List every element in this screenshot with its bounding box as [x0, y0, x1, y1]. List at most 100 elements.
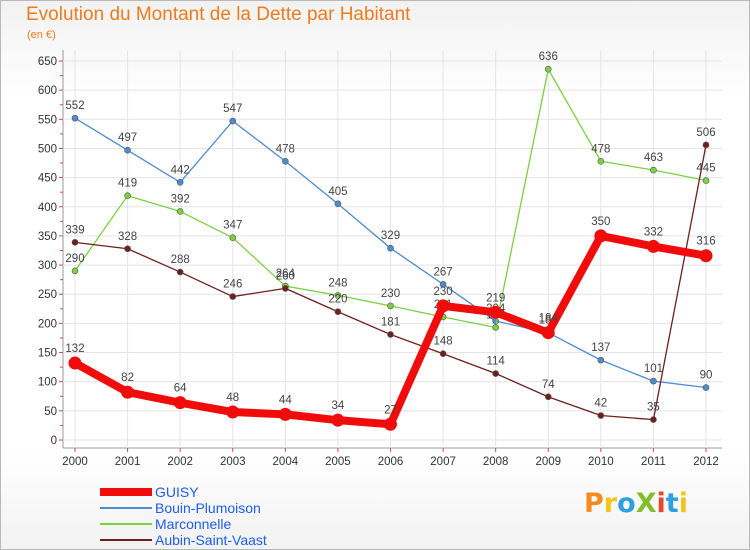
- data-label-guisy: 132: [65, 343, 84, 355]
- data-label-marconnelle: 463: [644, 152, 663, 164]
- data-point-guisy: [489, 305, 503, 319]
- data-point-guisy: [699, 249, 713, 263]
- x-tick-label: 2000: [62, 456, 88, 468]
- data-point-guisy: [436, 299, 450, 313]
- data-label-aubin-saint-vaast: 35: [647, 402, 660, 414]
- data-point-marconnelle: [334, 292, 342, 299]
- data-label-guisy: 27: [384, 404, 397, 416]
- data-point-marconnelle: [597, 157, 605, 165]
- legend-swatch: [100, 488, 152, 496]
- y-tick-label: 200: [38, 318, 57, 330]
- data-label-bouin-plumoison: 497: [118, 132, 137, 144]
- data-point-marconnelle: [71, 267, 79, 275]
- legend-item: Bouin-Plumoison: [100, 500, 320, 516]
- data-point-aubin-saint-vaast: [282, 285, 289, 292]
- data-point-aubin-saint-vaast: [387, 331, 394, 338]
- data-point-bouin-plumoison: [229, 117, 237, 125]
- data-point-aubin-saint-vaast: [71, 239, 79, 246]
- legend-label: Marconnelle: [155, 516, 232, 532]
- legend-item: Aubin-Saint-Vaast: [100, 532, 320, 548]
- legend-item: Marconnelle: [100, 516, 320, 532]
- data-point-aubin-saint-vaast: [439, 350, 447, 358]
- y-tick-label: 0: [51, 435, 57, 447]
- data-point-guisy: [331, 413, 345, 427]
- data-point-marconnelle: [124, 192, 131, 199]
- legend-item: GUISY: [100, 484, 320, 500]
- logo-letter: X: [635, 488, 657, 519]
- y-tick-label: 100: [38, 377, 57, 389]
- data-label-guisy: 44: [279, 394, 292, 406]
- data-label-marconnelle: 248: [328, 277, 347, 289]
- y-tick-label: 150: [38, 348, 57, 360]
- x-tick-label: 2011: [641, 456, 666, 468]
- data-point-marconnelle: [492, 324, 499, 331]
- x-tick-label: 2009: [535, 456, 561, 468]
- data-label-marconnelle: 264: [276, 268, 296, 280]
- x-tick-label: 2005: [325, 456, 351, 468]
- data-label-bouin-plumoison: 101: [644, 363, 663, 375]
- data-label-guisy: 48: [226, 392, 239, 404]
- x-tick-label: 2002: [167, 456, 193, 468]
- y-tick-label: 450: [38, 173, 57, 185]
- x-tick-label: 2007: [430, 456, 456, 468]
- y-tick-label: 400: [38, 202, 57, 214]
- data-label-aubin-saint-vaast: 260: [276, 270, 295, 282]
- data-label-aubin-saint-vaast: 181: [381, 316, 400, 328]
- chart-title: Evolution du Montant de la Dette par Hab…: [26, 4, 411, 25]
- data-point-guisy: [594, 229, 608, 243]
- data-point-bouin-plumoison: [282, 157, 289, 165]
- data-label-aubin-saint-vaast: 506: [696, 127, 715, 139]
- data-point-guisy: [384, 417, 397, 431]
- data-label-bouin-plumoison: 552: [65, 100, 84, 112]
- data-label-guisy: 34: [332, 400, 345, 412]
- line-chart: 0 50 100 150 200 250 300 350 400 450 500 550 600 650 2…: [38, 50, 722, 468]
- data-label-aubin-saint-vaast: 220: [328, 294, 347, 306]
- x-tick-label: 2010: [588, 456, 614, 468]
- y-tick-label: 50: [44, 406, 57, 418]
- x-tick-label: 2001: [115, 456, 141, 468]
- data-label-guisy: 230: [433, 286, 452, 298]
- data-point-bouin-plumoison: [387, 244, 394, 252]
- data-point-guisy: [278, 407, 292, 421]
- data-point-guisy: [173, 396, 187, 410]
- data-label-marconnelle: 347: [223, 220, 242, 232]
- data-point-marconnelle: [702, 177, 710, 184]
- data-point-guisy: [121, 385, 135, 399]
- data-label-aubin-saint-vaast: 42: [594, 398, 607, 410]
- data-label-bouin-plumoison: 267: [433, 266, 452, 278]
- data-point-bouin-plumoison: [702, 384, 710, 391]
- data-label-guisy: 316: [696, 236, 715, 248]
- legend-swatch: [100, 539, 152, 541]
- y-tick-label: 500: [38, 143, 57, 155]
- data-point-marconnelle: [650, 166, 657, 174]
- y-tick-label: 300: [38, 260, 57, 272]
- logo-letter: o: [617, 488, 636, 519]
- data-label-guisy: 184: [539, 313, 559, 325]
- data-point-bouin-plumoison: [71, 114, 79, 122]
- data-point-bouin-plumoison: [597, 356, 605, 364]
- logo-letter: r: [603, 488, 618, 519]
- data-label-marconnelle: 230: [381, 288, 400, 300]
- x-tick-label: 2004: [273, 456, 299, 468]
- logo-letter: i: [656, 488, 666, 519]
- data-point-guisy: [68, 356, 82, 370]
- y-tick-label: 650: [38, 56, 57, 68]
- data-point-marconnelle: [176, 208, 184, 215]
- data-label-bouin-plumoison: 547: [223, 103, 242, 115]
- data-label-guisy: 332: [644, 226, 663, 238]
- data-point-marconnelle: [229, 234, 237, 241]
- legend-label: Bouin-Plumoison: [155, 500, 261, 516]
- data-label-bouin-plumoison: 478: [276, 143, 295, 155]
- data-point-bouin-plumoison: [439, 281, 447, 288]
- data-point-aubin-saint-vaast: [334, 308, 342, 316]
- legend-label: GUISY: [155, 484, 199, 500]
- data-point-guisy: [226, 405, 240, 419]
- data-point-aubin-saint-vaast: [492, 370, 499, 377]
- data-point-guisy: [646, 239, 660, 253]
- chart-subtitle: (en €): [27, 29, 56, 41]
- data-label-aubin-saint-vaast: 339: [65, 224, 84, 236]
- data-label-guisy: 219: [486, 292, 505, 304]
- data-label-marconnelle: 419: [118, 178, 137, 190]
- data-label-aubin-saint-vaast: 148: [433, 336, 452, 348]
